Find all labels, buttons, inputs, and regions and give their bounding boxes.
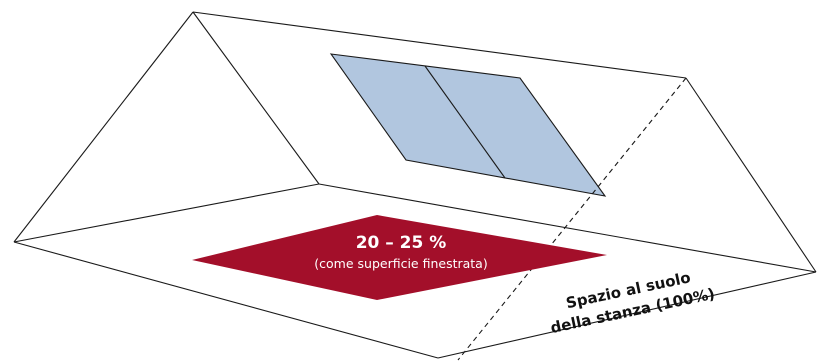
floor-right-edge bbox=[437, 271, 817, 359]
floor-back-edge bbox=[13, 183, 320, 243]
window-area-percentage: 20 – 25 % bbox=[356, 233, 447, 253]
dashed-projection-line bbox=[457, 77, 687, 361]
left-gable-back-edge bbox=[192, 11, 320, 185]
right-gable-edge bbox=[685, 77, 817, 273]
floor-front-edge bbox=[13, 241, 439, 359]
window-area-note: (come superficie finestrata) bbox=[314, 256, 487, 271]
roof-window-pane bbox=[329, 53, 607, 197]
eave-line bbox=[318, 183, 817, 273]
roof-window-divider bbox=[424, 65, 506, 179]
floor-space-label: Spazio al suolo della stanza (100%) bbox=[549, 268, 717, 337]
roof-ridge bbox=[192, 11, 687, 79]
room-outline bbox=[13, 11, 817, 359]
window-area-rhombus bbox=[192, 215, 607, 300]
roof-window bbox=[329, 53, 607, 197]
left-gable-front-edge bbox=[13, 11, 194, 243]
